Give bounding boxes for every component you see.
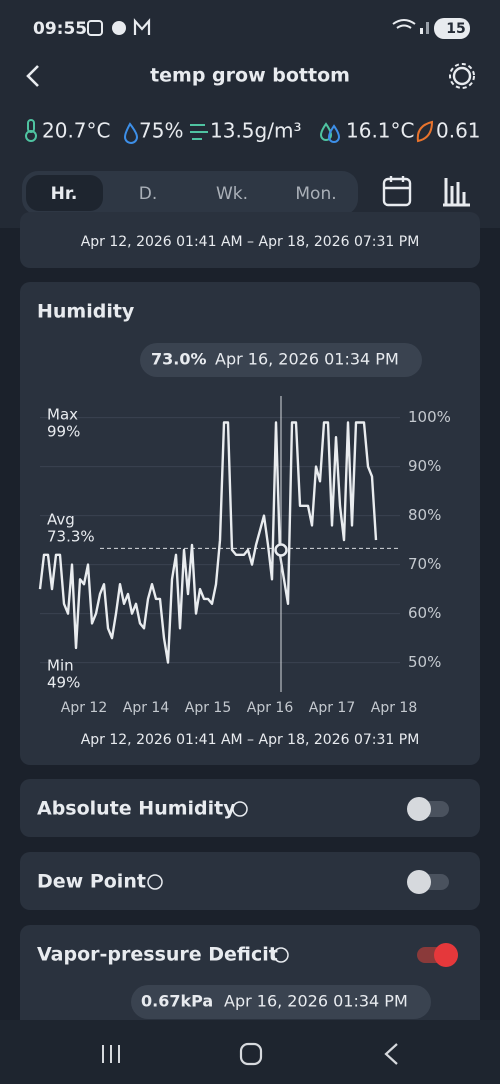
card xyxy=(20,212,480,268)
card xyxy=(20,852,480,910)
reading: 13.5g/m³ xyxy=(210,119,301,143)
chart-button[interactable] xyxy=(443,178,470,207)
y-tick-label: 50% xyxy=(408,653,441,671)
stat-value: 99% xyxy=(47,423,80,441)
tab[interactable]: D. xyxy=(139,184,158,204)
temp-icon xyxy=(27,119,35,133)
stat-name: Max xyxy=(47,406,78,424)
toggle-label: Vapor-pressure Deficit xyxy=(37,944,278,966)
y-tick-label: 90% xyxy=(408,457,441,475)
reading: 16.1°C xyxy=(346,119,415,143)
tooltip-date: Apr 16, 2026 01:34 PM xyxy=(215,350,399,369)
toggle-knob xyxy=(434,943,458,967)
battery xyxy=(434,18,470,39)
back-button[interactable] xyxy=(26,65,39,87)
tab[interactable]: Mon. xyxy=(295,184,336,204)
abs-humidity-icon xyxy=(190,124,208,140)
tooltip-date: Apr 16, 2026 01:34 PM xyxy=(224,992,408,1011)
y-tick-label: 60% xyxy=(408,604,441,622)
x-tick-label: Apr 14 xyxy=(123,700,170,716)
status-time: 09:55 xyxy=(33,19,87,39)
nav-home[interactable] xyxy=(239,1042,263,1066)
toggle-knob xyxy=(407,797,431,821)
y-tick-label: 80% xyxy=(408,506,441,524)
toggle-knob xyxy=(407,870,431,894)
card xyxy=(20,779,480,837)
tooltip-value: 0.67kPa xyxy=(141,992,213,1011)
dew-icon xyxy=(327,124,341,143)
toggle-label: Absolute Humidity xyxy=(37,798,236,820)
stat-value: 49% xyxy=(47,674,80,692)
reading: 20.7°C xyxy=(42,119,111,143)
stat-name: Min xyxy=(47,657,74,675)
vpd-icon xyxy=(416,120,434,143)
settings-button[interactable] xyxy=(452,66,472,86)
humidity-icon xyxy=(123,122,139,144)
reading: 0.61 xyxy=(436,119,481,143)
humidity-line xyxy=(38,421,378,664)
date-range: Apr 12, 2026 01:41 AM – Apr 18, 2026 07:… xyxy=(81,732,420,748)
y-tick-label: 70% xyxy=(408,555,441,573)
tab[interactable]: Hr. xyxy=(51,184,78,204)
help-icon[interactable] xyxy=(147,874,163,890)
settings-gear xyxy=(449,63,475,89)
tab-bar xyxy=(22,171,358,215)
signal-icon xyxy=(426,22,429,34)
y-tick-label: 100% xyxy=(408,408,451,426)
x-tick-label: Apr 16 xyxy=(247,700,294,716)
crosshair-dot xyxy=(274,543,288,557)
page-title: temp grow bottom xyxy=(150,65,350,87)
toggle-label: Dew Point xyxy=(37,871,146,893)
stat-value: 73.3% xyxy=(47,528,95,546)
status-icon xyxy=(112,21,126,35)
x-tick-label: Apr 15 xyxy=(185,700,231,716)
chart-title: Humidity xyxy=(37,301,135,323)
status-icon xyxy=(133,18,151,35)
reading: 75% xyxy=(139,119,183,143)
x-tick-label: Apr 12 xyxy=(61,700,107,716)
help-icon[interactable] xyxy=(232,801,248,817)
tooltip xyxy=(140,343,422,377)
tooltip xyxy=(131,985,431,1019)
x-tick-label: Apr 18 xyxy=(371,700,417,716)
nav-back[interactable] xyxy=(384,1043,398,1065)
tab-selected xyxy=(26,175,103,211)
calendar-button[interactable] xyxy=(382,177,412,207)
tab[interactable]: Wk. xyxy=(216,184,248,204)
calendar-icon xyxy=(384,176,410,190)
help-icon[interactable] xyxy=(273,947,289,963)
signal-icon xyxy=(420,28,423,34)
status-icon xyxy=(87,20,103,36)
battery-level: 15 xyxy=(446,21,465,37)
x-tick-label: Apr 17 xyxy=(309,700,355,716)
card xyxy=(20,282,480,765)
nav-recent[interactable] xyxy=(102,1045,120,1063)
dew-icon xyxy=(319,122,333,141)
stat-name: Avg xyxy=(47,511,75,529)
date-range: Apr 12, 2026 01:41 AM – Apr 18, 2026 07:… xyxy=(81,234,420,250)
tooltip-value: 73.0% xyxy=(151,350,207,369)
wifi-icon xyxy=(392,19,416,29)
nav-bar xyxy=(0,1020,500,1084)
